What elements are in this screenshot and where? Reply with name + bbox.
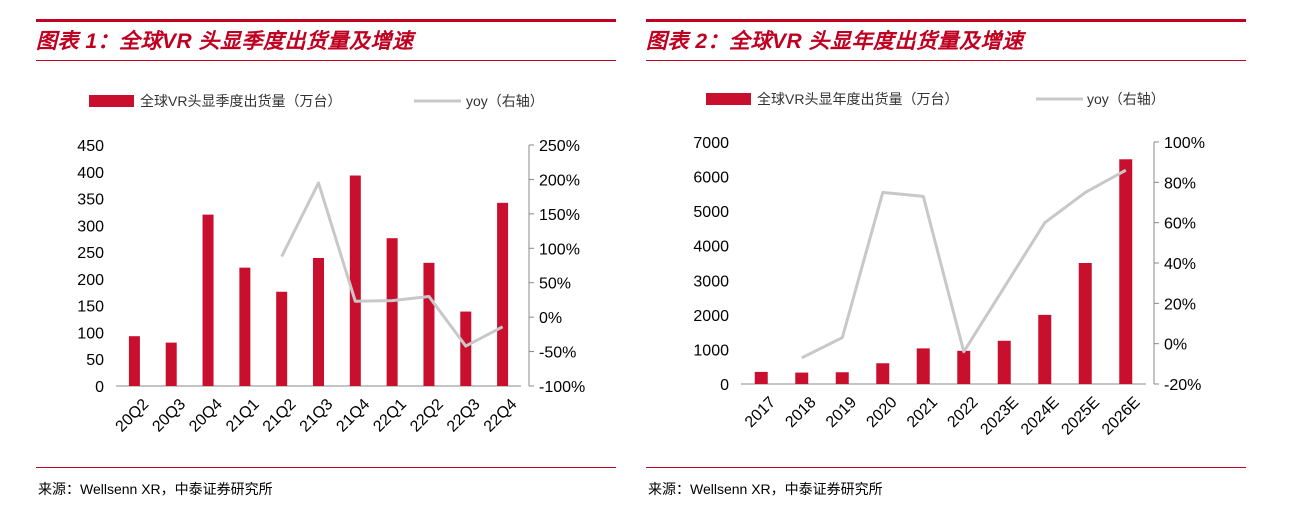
chart-panel-1: 图表 1：全球VR 头显季度出货量及增速 全球VR头显季度出货量（万台） yoy（… [36, 0, 616, 516]
y-left-tick-label: 150 [77, 299, 104, 316]
y-left-tick-label: 0 [95, 379, 104, 396]
bar [1038, 314, 1052, 384]
x-tick-label: 21Q2 [260, 396, 300, 436]
y-left-tick-label: 3000 [693, 273, 729, 290]
y-left-tick-label: 250 [77, 245, 104, 262]
bar [754, 371, 768, 384]
yoy-line [801, 168, 1127, 360]
chart-title: 图表 2：全球VR 头显年度出货量及增速 [646, 30, 1024, 53]
title-underline [36, 60, 616, 61]
bar [165, 342, 177, 386]
bar [1078, 263, 1092, 384]
bar [497, 202, 509, 386]
y-left-tick-label: 7000 [693, 135, 729, 152]
x-tick-label: 22Q1 [370, 396, 410, 436]
source-note: 来源：Wellsenn XR，中泰证券研究所 [648, 481, 883, 497]
y-left-tick-label: 350 [77, 192, 104, 209]
x-tick-label: 20Q3 [149, 396, 189, 436]
x-tick-label: 22Q4 [481, 396, 521, 436]
y-left-tick-label: 200 [77, 272, 104, 289]
y-right-tick-label: 80% [1164, 175, 1196, 192]
bar [128, 336, 140, 386]
legend-bar-label: 全球VR头显季度出货量（万台） [140, 93, 341, 109]
bar [835, 372, 849, 384]
bar [957, 350, 971, 384]
y-right-tick-label: 0% [539, 310, 562, 327]
x-tick-label: 20Q2 [113, 396, 153, 436]
x-tick-label: 22Q2 [407, 396, 447, 436]
y-left-tick-label: 1000 [693, 342, 729, 359]
y-right-tick-label: -20% [1164, 377, 1201, 394]
title-underline [646, 60, 1246, 61]
bar [795, 372, 809, 384]
x-tick-label: 2022 [944, 394, 981, 431]
bar [997, 340, 1011, 384]
bar [916, 348, 930, 384]
y-left-tick-label: 6000 [693, 170, 729, 187]
y-left-tick-label: 0 [720, 377, 729, 394]
bar [876, 363, 890, 384]
legend-bar-swatch [89, 95, 134, 107]
footer-rule [36, 467, 616, 468]
y-left-tick-label: 4000 [693, 239, 729, 256]
x-tick-label: 2021 [904, 394, 941, 431]
title-rule [646, 19, 1246, 22]
y-left-tick-label: 5000 [693, 204, 729, 221]
x-tick-label: 20Q4 [186, 396, 226, 436]
bar [239, 267, 251, 386]
footer-rule [646, 467, 1246, 468]
y-right-tick-label: 0% [1164, 337, 1187, 354]
bar [460, 311, 472, 386]
y-left-tick-label: 400 [77, 165, 104, 182]
x-tick-label: 2017 [742, 394, 779, 431]
x-tick-label: 2023E [977, 394, 1022, 439]
y-left-tick-label: 450 [77, 138, 104, 155]
y-left-tick-label: 50 [86, 352, 104, 369]
y-right-tick-label: 20% [1164, 296, 1196, 313]
y-right-tick-label: 100% [1164, 135, 1205, 152]
y-right-tick-label: -50% [539, 345, 576, 362]
bar [1119, 159, 1133, 384]
chart-figure: 全球VR头显年度出货量（万台） yoy（右轴） 0 1000 2000 3000 4000 5… [693, 91, 1205, 439]
yoy-line [280, 181, 504, 348]
y-right-tick-label: 40% [1164, 256, 1196, 273]
bar [202, 214, 214, 386]
x-tick-label: 2026E [1099, 394, 1144, 439]
y-right-tick-label: -100% [539, 379, 585, 396]
y-right-tick-label: 200% [539, 172, 580, 189]
legend-line-label: yoy（右轴） [1087, 91, 1165, 107]
chart-panel-2: 图表 2：全球VR 头显年度出货量及增速 全球VR头显年度出货量（万台） yoy（… [646, 0, 1246, 516]
legend-bar-swatch [706, 93, 751, 105]
x-tick-label: 2018 [782, 394, 819, 431]
legend-bar-label: 全球VR头显年度出货量（万台） [757, 91, 958, 107]
bar [386, 238, 398, 386]
y-right-tick-label: 100% [539, 241, 580, 258]
x-tick-label: 21Q4 [334, 396, 374, 436]
y-right-tick-label: 50% [539, 276, 571, 293]
bar [423, 262, 435, 386]
x-tick-label: 2019 [823, 394, 860, 431]
legend-line-label: yoy（右轴） [466, 93, 544, 109]
y-right-tick-label: 250% [539, 138, 580, 155]
x-tick-label: 2024E [1018, 394, 1063, 439]
chart-figure: 全球VR头显季度出货量（万台） yoy（右轴） 0 50 100 150 200 250 300… [77, 93, 585, 436]
source-note: 来源：Wellsenn XR，中泰证券研究所 [38, 481, 273, 497]
y-left-tick-label: 2000 [693, 308, 729, 325]
y-left-tick-label: 100 [77, 325, 104, 342]
x-tick-label: 2020 [863, 394, 900, 431]
bar [313, 258, 324, 386]
y-right-tick-label: 150% [539, 207, 580, 224]
x-tick-label: 22Q3 [444, 396, 484, 436]
bar [276, 291, 288, 386]
x-tick-label: 21Q3 [297, 396, 337, 436]
y-left-tick-label: 300 [77, 218, 104, 235]
x-tick-label: 21Q1 [223, 396, 263, 436]
y-right-tick-label: 60% [1164, 216, 1196, 233]
x-tick-label: 2025E [1058, 394, 1103, 439]
bar [349, 175, 361, 386]
title-rule [36, 19, 616, 22]
chart-title: 图表 1：全球VR 头显季度出货量及增速 [36, 30, 414, 53]
